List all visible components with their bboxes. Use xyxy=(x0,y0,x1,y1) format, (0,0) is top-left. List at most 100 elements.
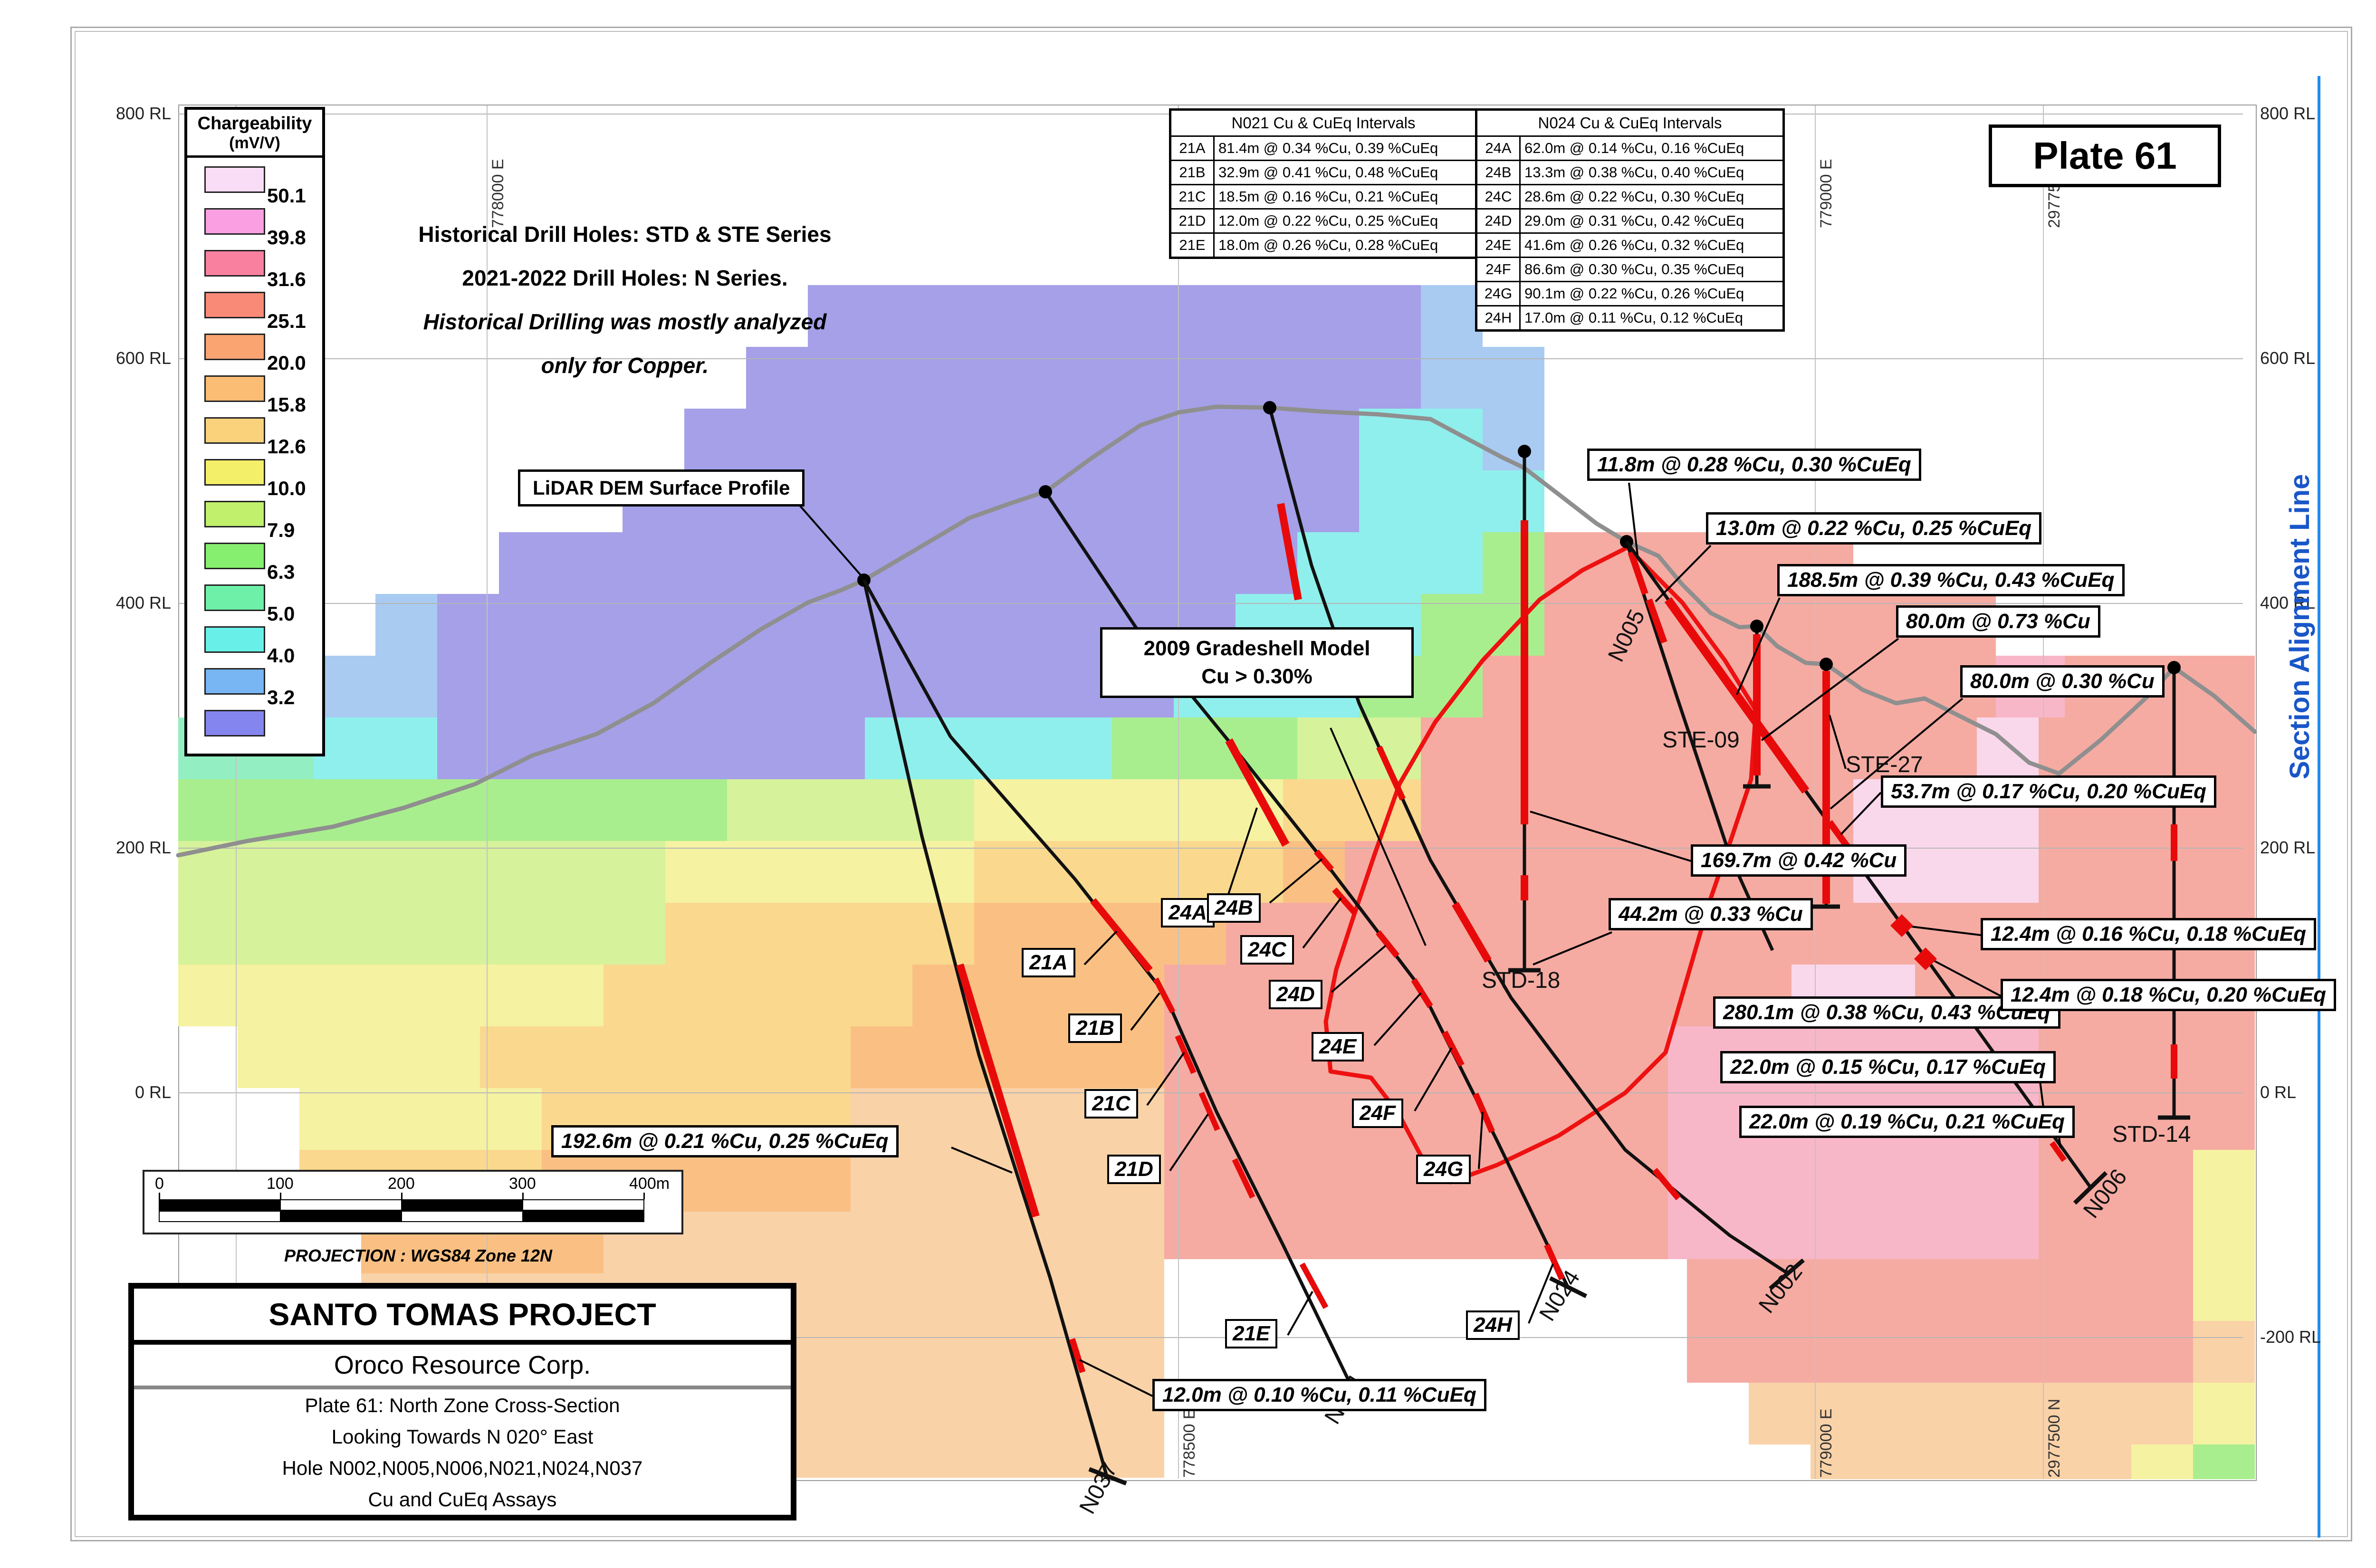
legend-value: 31.6 xyxy=(267,268,306,290)
scale-segment xyxy=(280,1211,402,1222)
interval-leader xyxy=(1269,858,1323,904)
interval-label: 24C xyxy=(1240,935,1294,965)
legend-swatch xyxy=(204,250,265,277)
drilling-note-line: Historical Drill Holes: STD & STE Series xyxy=(418,222,832,247)
interval-diamond xyxy=(1890,914,1914,937)
callout-leader xyxy=(1840,792,1882,835)
collar-dot-STD-14 xyxy=(2167,661,2181,674)
interval-id-cell: 21A xyxy=(1171,137,1215,160)
legend-value: 7.9 xyxy=(267,519,295,541)
scale-segment xyxy=(159,1211,281,1222)
assay-callout: 192.6m @ 0.21 %Cu, 0.25 %CuEq xyxy=(551,1125,899,1157)
gradeshell-label-line1: 2009 Gradeshell Model xyxy=(1143,637,1370,660)
table-row: 24D 29.0m @ 0.31 %Cu, 0.42 %CuEq xyxy=(1477,208,1782,232)
interval-leader xyxy=(1331,945,1387,993)
interval-value-cell: 18.5m @ 0.16 %Cu, 0.21 %CuEq xyxy=(1218,188,1438,205)
left-rl-label: 800 RL xyxy=(115,104,171,123)
interval-label: 24D xyxy=(1269,980,1322,1009)
chargeability-block xyxy=(974,841,1283,903)
interval-id-cell: 21B xyxy=(1171,161,1215,184)
assay-interval-N005 xyxy=(1628,551,1648,595)
interval-leader xyxy=(1223,807,1258,909)
interval-id-cell: 24D xyxy=(1477,210,1521,232)
legend-value: 39.8 xyxy=(267,226,306,249)
assay-callout: 80.0m @ 0.30 %Cu xyxy=(1960,665,2165,698)
chargeability-block xyxy=(375,594,437,656)
scale-tick xyxy=(401,1193,402,1199)
assay-interval-N021 xyxy=(1090,898,1153,973)
left-rl-label: 400 RL xyxy=(115,593,171,612)
interval-label: 24B xyxy=(1207,893,1261,923)
table-title: N024 Cu & CuEq Intervals xyxy=(1538,114,1722,132)
legend-value: 15.8 xyxy=(267,393,306,416)
legend-title: Chargeability xyxy=(197,114,312,134)
right-rl-label: 0 RL xyxy=(2260,1082,2297,1102)
table-row: 24C 28.6m @ 0.22 %Cu, 0.30 %CuEq xyxy=(1477,184,1782,208)
interval-label: 21E xyxy=(1225,1319,1278,1348)
interval-id-cell: 24H xyxy=(1477,306,1521,329)
chargeability-block xyxy=(665,903,974,965)
interval-value-cell: 29.0m @ 0.31 %Cu, 0.42 %CuEq xyxy=(1524,212,1744,229)
legend-swatch xyxy=(204,459,265,486)
right-rl-label: 800 RL xyxy=(2260,104,2316,123)
interval-label: 24H xyxy=(1466,1310,1520,1340)
callout-leader xyxy=(1533,931,1612,966)
assay-interval-N024 xyxy=(1332,887,1358,916)
chargeability-block xyxy=(178,965,604,1026)
chargeability-block xyxy=(299,1088,542,1150)
interval-leader xyxy=(1302,897,1342,949)
view-direction: Looking Towards N 020° East xyxy=(331,1425,594,1448)
legend-value: 20.0 xyxy=(267,352,306,374)
scale-tick xyxy=(643,1193,645,1199)
assay-interval-N006 xyxy=(2050,1141,2067,1162)
legend-swatch xyxy=(204,292,265,318)
interval-leader xyxy=(1083,930,1118,966)
assay-callout: 12.0m @ 0.10 %Cu, 0.11 %CuEq xyxy=(1152,1379,1486,1411)
drilling-note-line: only for Copper. xyxy=(541,353,709,378)
assay-callout: 22.0m @ 0.15 %Cu, 0.17 %CuEq xyxy=(1720,1051,2056,1083)
legend-swatch xyxy=(204,166,265,193)
interval-leader xyxy=(1287,1291,1313,1336)
left-rl-label: 600 RL xyxy=(115,348,171,368)
interval-id-cell: 21C xyxy=(1171,185,1215,208)
interval-leader xyxy=(1146,1052,1185,1106)
table-title: N021 Cu & CuEq Intervals xyxy=(1231,114,1416,132)
hole-label-STE-09: STE-09 xyxy=(1662,727,1740,753)
assay-interval-N002 xyxy=(1277,503,1302,601)
scale-tick-label: 0 xyxy=(155,1175,164,1193)
chargeability-block xyxy=(604,1212,1164,1273)
lidar-surface-profile xyxy=(176,404,2257,858)
table-row: 24G 90.1m @ 0.22 %Cu, 0.26 %CuEq xyxy=(1477,281,1782,305)
collar-dot-STE-09 xyxy=(1750,620,1763,633)
legend-value: 5.0 xyxy=(267,602,295,625)
legend-swatch xyxy=(204,668,265,695)
assay-interval-N002 xyxy=(1652,1167,1681,1201)
chargeability-block xyxy=(665,841,974,903)
assay-callout: 188.5m @ 0.39 %Cu, 0.43 %CuEq xyxy=(1777,564,2125,596)
table-row: 24A 62.0m @ 0.14 %Cu, 0.16 %CuEq xyxy=(1477,135,1782,160)
assay-interval-N005 xyxy=(1646,598,1667,644)
callout-leader xyxy=(1934,960,2001,997)
interval-value-cell: 12.0m @ 0.22 %Cu, 0.25 %CuEq xyxy=(1218,212,1438,229)
legend-value: 10.0 xyxy=(267,477,306,499)
chargeability-block xyxy=(1483,532,1544,594)
assay-note: Cu and CuEq Assays xyxy=(368,1488,557,1511)
interval-leader xyxy=(1373,992,1422,1046)
interval-label: 21D xyxy=(1107,1155,1161,1184)
assay-interval-N021 xyxy=(1153,977,1176,1013)
chargeability-block xyxy=(314,717,437,779)
drilling-note-line: 2021-2022 Drill Holes: N Series. xyxy=(462,266,788,290)
assay-callout: 12.4m @ 0.18 %Cu, 0.20 %CuEq xyxy=(2001,979,2337,1011)
left-rl-label: 0 RL xyxy=(134,1082,171,1102)
interval-value-cell: 62.0m @ 0.14 %Cu, 0.16 %CuEq xyxy=(1524,140,1744,156)
chargeability-block xyxy=(178,841,665,903)
interval-value-cell: 32.9m @ 0.41 %Cu, 0.48 %CuEq xyxy=(1218,164,1438,181)
table-row: 21B 32.9m @ 0.41 %Cu, 0.48 %CuEq xyxy=(1171,160,1475,184)
chargeability-block xyxy=(1359,470,1544,532)
chargeability-block xyxy=(480,1026,851,1088)
hole-list: Hole N002,N005,N006,N021,N024,N037 xyxy=(282,1457,643,1479)
legend-swatch xyxy=(204,626,265,653)
callout-leader xyxy=(1655,545,1712,602)
chargeability-block xyxy=(1668,1150,2039,1212)
chargeability-block xyxy=(808,285,1421,347)
